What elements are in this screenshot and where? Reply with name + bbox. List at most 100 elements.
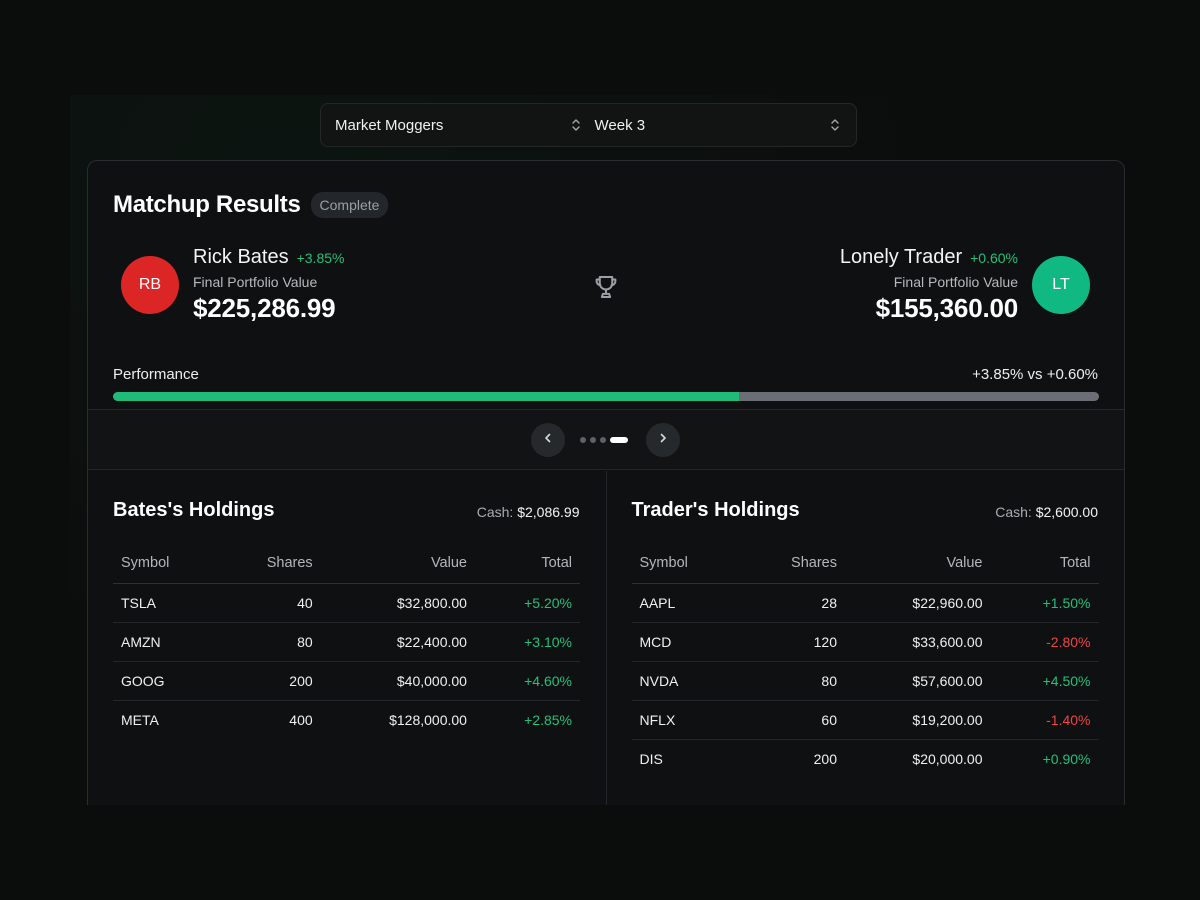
- cash-balance: Cash: $2,086.99: [477, 504, 580, 520]
- matchup-selectors: Market Moggers Week 3: [320, 103, 857, 147]
- column-header[interactable]: Shares: [740, 543, 845, 584]
- shares-cell: 80: [740, 661, 845, 701]
- performance-comparison: +3.85% vs +0.60%: [972, 366, 1098, 383]
- value-cell: $20,000.00: [912, 750, 983, 767]
- table-row[interactable]: AMZN 80 $22,400.00 +3.10%: [113, 622, 580, 662]
- symbol-cell: TSLA: [113, 583, 219, 623]
- shares-cell: 60: [740, 700, 845, 740]
- value-cell: $57,600.00: [845, 661, 991, 701]
- value-cell: $22,400.00: [320, 622, 475, 662]
- column-header[interactable]: Symbol: [113, 543, 219, 584]
- avatar[interactable]: LT: [1032, 256, 1090, 314]
- total-cell: +4.50%: [990, 661, 1099, 701]
- performance-bar-fill: [113, 392, 740, 401]
- total-cell: +1.50%: [990, 583, 1099, 623]
- player-left: RB Rick Bates +3.85% Final Portfolio Val…: [121, 246, 344, 324]
- pager-dot-active[interactable]: [610, 437, 628, 443]
- prev-button[interactable]: [531, 423, 565, 457]
- holdings-title: Bates's Holdings: [113, 499, 275, 521]
- trophy-icon: [591, 272, 621, 302]
- shares-cell: 80: [218, 622, 321, 662]
- total-cell: -2.80%: [990, 622, 1099, 662]
- column-header[interactable]: Total: [990, 543, 1099, 584]
- league-select-value: Market Moggers: [335, 116, 444, 134]
- holdings-table: Symbol Shares Value Total AAPL 28 $22,96…: [631, 543, 1099, 778]
- player-name[interactable]: Rick Bates: [193, 246, 289, 268]
- value-cell: $32,800.00: [320, 583, 475, 623]
- shares-cell: 200: [813, 750, 837, 767]
- total-cell: -1.40%: [990, 700, 1099, 740]
- symbol-cell: NFLX: [631, 700, 741, 740]
- holdings-section: Bates's Holdings Cash: $2,086.99 Symbol …: [88, 471, 1124, 805]
- column-header[interactable]: Symbol: [631, 543, 741, 584]
- holdings-table: Symbol Shares Value Total TSLA 40 $32,80…: [113, 543, 580, 739]
- pager: [88, 409, 1124, 470]
- shares-cell: 200: [218, 661, 321, 701]
- player-name[interactable]: Lonely Trader: [839, 246, 963, 268]
- week-select[interactable]: Week 3: [589, 104, 857, 146]
- player-change: +3.85%: [296, 250, 345, 266]
- table-row[interactable]: MCD 120 $33,600.00 -2.80%: [631, 622, 1099, 662]
- shares-cell: 40: [218, 583, 321, 623]
- table-header-row: Symbol Shares Value Total: [631, 543, 1099, 584]
- pager-dot[interactable]: [580, 437, 586, 443]
- column-header[interactable]: Shares: [218, 543, 321, 584]
- player-change: +0.60%: [970, 250, 1018, 266]
- value-cell: $33,600.00: [845, 622, 991, 662]
- matchup-card: Matchup Results Complete RB Rick Bates +…: [87, 160, 1125, 805]
- portfolio-value: $225,286.99: [193, 293, 336, 323]
- table-row[interactable]: NVDA 80 $57,600.00 +4.50%: [631, 661, 1099, 701]
- pager-dots: [580, 437, 628, 443]
- table-header-row: Symbol Shares Value Total: [113, 543, 580, 584]
- table-row[interactable]: GOOG 200 $40,000.00 +4.60%: [113, 661, 580, 701]
- value-cell: $19,200.00: [845, 700, 991, 740]
- cash-balance: Cash: $2,600.00: [995, 504, 1098, 520]
- page-title: Matchup Results: [113, 191, 301, 218]
- symbol-cell: GOOG: [113, 661, 219, 701]
- league-select[interactable]: Market Moggers: [321, 104, 589, 146]
- portfolio-value: $155,360.00: [875, 293, 1019, 323]
- shares-cell: 28: [740, 583, 845, 623]
- cash-label: Cash:: [476, 504, 514, 520]
- status-badge: Complete: [310, 192, 389, 218]
- shares-cell: 400: [289, 711, 313, 728]
- total-cell: +3.10%: [474, 622, 580, 662]
- symbol-cell: AMZN: [113, 622, 219, 662]
- total-cell: +2.85%: [524, 711, 572, 728]
- column-header[interactable]: Total: [474, 543, 580, 584]
- avatar[interactable]: RB: [121, 256, 179, 314]
- symbol-cell: DIS: [639, 750, 663, 767]
- total-cell: +0.90%: [1042, 750, 1091, 767]
- chevron-up-down-icon: [571, 118, 581, 132]
- performance-label: Performance: [113, 366, 199, 383]
- table-row[interactable]: DIS 200 $20,000.00 +0.90%: [632, 739, 1099, 778]
- symbol-cell: META: [121, 711, 159, 728]
- chevron-right-icon: [657, 431, 669, 449]
- symbol-cell: NVDA: [631, 661, 741, 701]
- chevron-up-down-icon: [830, 118, 840, 132]
- week-select-value: Week 3: [594, 116, 646, 134]
- cash-label: Cash:: [995, 504, 1032, 520]
- value-cell: $22,960.00: [845, 583, 991, 623]
- table-row[interactable]: AAPL 28 $22,960.00 +1.50%: [631, 583, 1099, 623]
- holdings-title: Trader's Holdings: [631, 499, 800, 521]
- total-cell: +5.20%: [474, 583, 580, 623]
- table-row[interactable]: TSLA 40 $32,800.00 +5.20%: [113, 583, 580, 623]
- portfolio-value-label: Final Portfolio Value: [893, 274, 1018, 290]
- pager-dot[interactable]: [590, 437, 596, 443]
- holdings-panel-left: Bates's Holdings Cash: $2,086.99 Symbol …: [88, 471, 607, 805]
- column-header[interactable]: Value: [845, 543, 991, 584]
- symbol-cell: MCD: [631, 622, 741, 662]
- next-button[interactable]: [646, 423, 680, 457]
- holdings-panel-right: Trader's Holdings Cash: $2,600.00 Symbol…: [607, 471, 1125, 805]
- player-right: LT Lonely Trader +0.60% Final Portfolio …: [840, 246, 1090, 324]
- cash-value: $2,600.00: [1035, 504, 1098, 520]
- symbol-cell: AAPL: [631, 583, 741, 623]
- portfolio-value-label: Final Portfolio Value: [193, 274, 318, 290]
- pager-dot[interactable]: [600, 437, 606, 443]
- column-header[interactable]: Value: [320, 543, 475, 584]
- table-row[interactable]: NFLX 60 $19,200.00 -1.40%: [631, 700, 1099, 740]
- table-row[interactable]: META 400 $128,000.00 +2.85%: [113, 700, 580, 739]
- value-cell: $128,000.00: [389, 711, 467, 728]
- matchup-header: Matchup Results Complete: [113, 191, 389, 219]
